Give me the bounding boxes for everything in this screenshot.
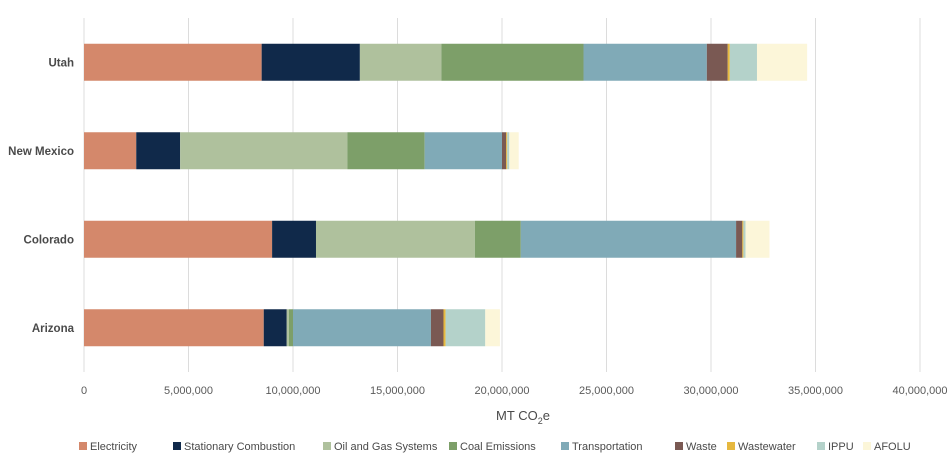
x-tick-label: 15,000,000 bbox=[370, 385, 425, 397]
bar-segment bbox=[745, 220, 770, 258]
x-axis-title-suffix: e bbox=[543, 408, 550, 423]
legend-swatch bbox=[675, 442, 683, 450]
legend-label: IPPU bbox=[828, 441, 854, 453]
legend-swatch bbox=[449, 442, 457, 450]
bar-segment bbox=[136, 132, 181, 170]
legend: Electricity Stationary Combustion Oil and … bbox=[79, 441, 911, 453]
x-tick-label: 5,000,000 bbox=[164, 385, 213, 397]
legend-swatch bbox=[817, 442, 825, 450]
x-tick-label: 40,000,000 bbox=[892, 385, 947, 397]
category-labels: Utah New Mexico Colorado Arizona bbox=[8, 57, 74, 335]
legend-label: Electricity bbox=[90, 441, 138, 453]
bar-segment bbox=[736, 220, 743, 258]
bar-segment bbox=[347, 132, 425, 170]
legend-label: Oil and Gas Systems bbox=[334, 441, 438, 453]
x-tick-label: 30,000,000 bbox=[683, 385, 738, 397]
x-tick-labels: 0 5,000,000 10,000,000 15,000,000 20,000,000… bbox=[81, 385, 948, 397]
legend-swatch bbox=[173, 442, 181, 450]
bar-segment bbox=[756, 43, 808, 81]
bar-segment bbox=[430, 309, 444, 347]
bar-segment bbox=[583, 43, 707, 81]
bar-segment bbox=[84, 220, 273, 258]
legend-swatch bbox=[561, 442, 569, 450]
x-tick-label: 35,000,000 bbox=[788, 385, 843, 397]
category-label: Colorado bbox=[24, 234, 74, 246]
x-axis-title-main: MT CO bbox=[496, 408, 538, 423]
legend-label: Coal Emissions bbox=[460, 441, 536, 453]
bar-segment bbox=[443, 309, 446, 347]
bar-segment bbox=[502, 132, 507, 170]
bar-segment bbox=[288, 309, 293, 347]
x-tick-label: 0 bbox=[81, 385, 87, 397]
bar-segment bbox=[520, 220, 737, 258]
legend-swatch bbox=[79, 442, 87, 450]
bar-segment bbox=[743, 220, 746, 258]
legend-label: AFOLU bbox=[874, 441, 911, 453]
bar-segment bbox=[424, 132, 502, 170]
bar-segment bbox=[315, 220, 475, 258]
bar-segment bbox=[84, 132, 137, 170]
bar-segment bbox=[507, 132, 510, 170]
category-label: Utah bbox=[48, 57, 74, 69]
bar-segment bbox=[84, 43, 262, 81]
bar-segment bbox=[445, 309, 486, 347]
x-axis-title: MT CO2e bbox=[496, 408, 550, 426]
bar-segment bbox=[263, 309, 287, 347]
category-label: New Mexico bbox=[8, 146, 74, 158]
bar-segment bbox=[706, 43, 728, 81]
bar-segment bbox=[84, 309, 264, 347]
legend-label: Stationary Combustion bbox=[184, 441, 295, 453]
legend-swatch bbox=[727, 442, 735, 450]
bar-segment bbox=[286, 309, 289, 347]
x-tick-label: 25,000,000 bbox=[579, 385, 634, 397]
bar-segment bbox=[272, 220, 316, 258]
legend-label: Wastewater bbox=[738, 441, 796, 453]
bar-segment bbox=[727, 43, 730, 81]
legend-label: Waste bbox=[686, 441, 717, 453]
bar-segment bbox=[729, 43, 757, 81]
bar-segment bbox=[485, 309, 500, 347]
legend-swatch bbox=[323, 442, 331, 450]
bar-segment bbox=[441, 43, 584, 81]
category-label: Arizona bbox=[32, 323, 75, 335]
bar-segment bbox=[474, 220, 521, 258]
legend-swatch bbox=[863, 442, 871, 450]
x-axis-title-subscript: 2 bbox=[538, 416, 543, 426]
bar-segment bbox=[509, 132, 519, 170]
x-tick-label: 10,000,000 bbox=[265, 385, 320, 397]
bar-segment bbox=[180, 132, 348, 170]
x-tick-label: 20,000,000 bbox=[474, 385, 529, 397]
bar-segment bbox=[359, 43, 442, 81]
legend-label: Transportation bbox=[572, 441, 643, 453]
bar-segment bbox=[261, 43, 360, 81]
bar-segment bbox=[293, 309, 431, 347]
bar-segment bbox=[506, 132, 508, 170]
bar-segment bbox=[742, 220, 744, 258]
bars bbox=[84, 43, 808, 347]
